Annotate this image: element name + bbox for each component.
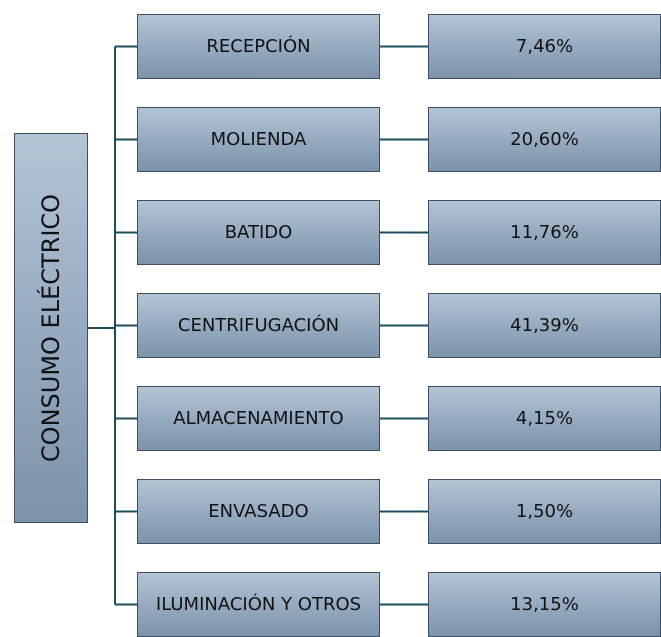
value-box: 20,60% [428, 107, 661, 172]
stage-box: BATIDO [137, 200, 380, 265]
value-box: 1,50% [428, 479, 661, 544]
value-box: 7,46% [428, 14, 661, 79]
stage-box: ENVASADO [137, 479, 380, 544]
value-box: 4,15% [428, 386, 661, 451]
stage-box: ILUMINACIÓN Y OTROS [137, 572, 380, 637]
root-label: CONSUMO ELÉCTRICO [37, 193, 65, 463]
stage-box: MOLIENDA [137, 107, 380, 172]
stage-box: ALMACENAMIENTO [137, 386, 380, 451]
value-box: 11,76% [428, 200, 661, 265]
value-box: 41,39% [428, 293, 661, 358]
stage-box: CENTRIFUGACIÓN [137, 293, 380, 358]
root-box: CONSUMO ELÉCTRICO [14, 133, 88, 523]
value-box: 13,15% [428, 572, 661, 637]
stage-box: RECEPCIÓN [137, 14, 380, 79]
